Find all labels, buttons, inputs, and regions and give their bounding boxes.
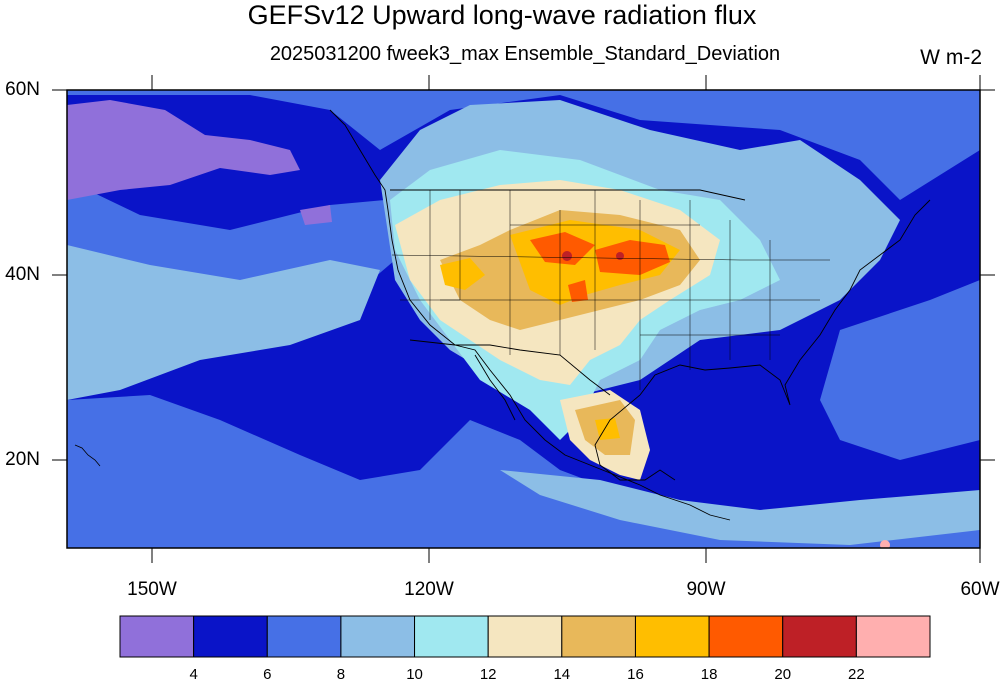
red-orange-region-3 <box>568 280 588 302</box>
ocean-band-south <box>67 395 980 548</box>
colorbar-box <box>782 615 857 658</box>
lat-label-60n: 60N <box>5 79 40 100</box>
baja-coast <box>474 354 516 421</box>
colorbar-label: 12 <box>479 666 497 683</box>
units-label: W m-2 <box>920 46 982 69</box>
lat-label-40n: 40N <box>5 264 40 285</box>
lon-label-60w: 60W <box>960 579 1000 600</box>
dark-red-spot-1 <box>562 251 572 261</box>
colorbar-box <box>487 615 563 658</box>
purple-region-gulf-alaska <box>67 100 300 200</box>
dark-red-spot-2 <box>616 252 624 260</box>
lon-label-120w: 120W <box>404 579 454 600</box>
ocean-band-atlantic <box>820 280 980 460</box>
lon-label-150w: 150W <box>127 579 177 600</box>
plot-subtitle: 2025031200 fweek3_max Ensemble_Standard_… <box>269 43 781 65</box>
colorbar-box <box>561 615 636 658</box>
us-mexico-border <box>409 339 611 396</box>
colorbar-box <box>634 615 710 658</box>
lat-label-20n: 20N <box>5 449 40 470</box>
colorbar-label: 14 <box>553 666 571 683</box>
state-lines <box>391 190 830 390</box>
geography-outlines <box>329 109 931 521</box>
colorbar-label: 16 <box>627 666 644 683</box>
colorbar-label: 20 <box>774 666 792 683</box>
axis-ticks <box>52 75 995 563</box>
colorbar-box <box>340 615 416 658</box>
state-line-10 <box>391 254 830 261</box>
gold-region-west <box>440 258 485 290</box>
data-field <box>67 90 980 548</box>
purple-region-small <box>300 205 332 225</box>
ocean-light-band-pacific <box>67 245 380 400</box>
pacific-coastline <box>329 109 731 521</box>
colorbar-box <box>855 615 931 658</box>
lon-label-90w: 90W <box>686 579 726 600</box>
red-orange-region-2 <box>595 240 670 275</box>
gulf-mexico-coast <box>594 394 676 481</box>
pink-spot <box>880 540 890 548</box>
colorbar-box <box>266 615 342 658</box>
plot-title: GEFSv12 Upward long-wave radiation flux <box>247 0 757 30</box>
hawaii-islands <box>74 444 101 467</box>
colorbar-label: 22 <box>848 666 865 683</box>
colorbar-box <box>414 615 489 658</box>
colorbar-label: 4 <box>189 666 198 683</box>
colorbar-label: 18 <box>700 666 718 683</box>
ocean-light-band-south <box>500 470 980 545</box>
atlantic-gulf-coastline <box>639 199 931 406</box>
colorbar <box>119 615 931 658</box>
colorbar-label: 8 <box>336 666 346 683</box>
colorbar-box <box>193 615 268 658</box>
us-canada-border <box>390 189 746 201</box>
colorbar-box <box>119 615 195 658</box>
red-orange-region-1 <box>530 232 595 265</box>
ocean-band-north <box>67 90 980 200</box>
colorbar-box <box>708 615 784 658</box>
colorbar-label: 6 <box>263 666 272 683</box>
map-frame <box>66 89 981 549</box>
colorbar-label: 10 <box>406 666 423 683</box>
